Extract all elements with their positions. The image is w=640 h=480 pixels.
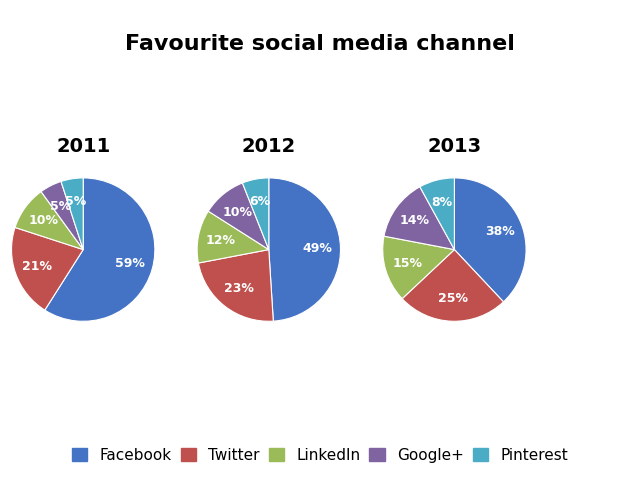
Text: 25%: 25%: [438, 292, 468, 305]
Wedge shape: [61, 178, 83, 250]
Text: 8%: 8%: [432, 196, 453, 209]
Text: 10%: 10%: [29, 215, 59, 228]
Wedge shape: [15, 192, 83, 250]
Text: Favourite social media channel: Favourite social media channel: [125, 34, 515, 54]
Text: 5%: 5%: [65, 195, 86, 208]
Title: 2013: 2013: [428, 137, 481, 156]
Text: 10%: 10%: [223, 205, 253, 218]
Text: 15%: 15%: [392, 257, 422, 270]
Text: 23%: 23%: [224, 282, 254, 295]
Wedge shape: [45, 178, 155, 321]
Title: 2011: 2011: [56, 137, 110, 156]
Text: 5%: 5%: [51, 200, 72, 213]
Text: 38%: 38%: [485, 225, 515, 238]
Wedge shape: [208, 183, 269, 250]
Text: 21%: 21%: [22, 260, 52, 273]
Text: 6%: 6%: [249, 195, 270, 208]
Wedge shape: [12, 228, 83, 310]
Wedge shape: [41, 181, 83, 250]
Legend: Facebook, Twitter, LinkedIn, Google+, Pinterest: Facebook, Twitter, LinkedIn, Google+, Pi…: [67, 444, 573, 468]
Wedge shape: [383, 236, 454, 299]
Text: 59%: 59%: [115, 257, 145, 270]
Text: 14%: 14%: [400, 215, 430, 228]
Wedge shape: [198, 250, 273, 321]
Wedge shape: [384, 187, 454, 250]
Wedge shape: [420, 178, 454, 250]
Text: 12%: 12%: [206, 234, 236, 247]
Wedge shape: [269, 178, 340, 321]
Wedge shape: [197, 211, 269, 263]
Wedge shape: [402, 250, 504, 321]
Wedge shape: [454, 178, 526, 302]
Text: 49%: 49%: [303, 241, 332, 254]
Wedge shape: [243, 178, 269, 250]
Title: 2012: 2012: [242, 137, 296, 156]
